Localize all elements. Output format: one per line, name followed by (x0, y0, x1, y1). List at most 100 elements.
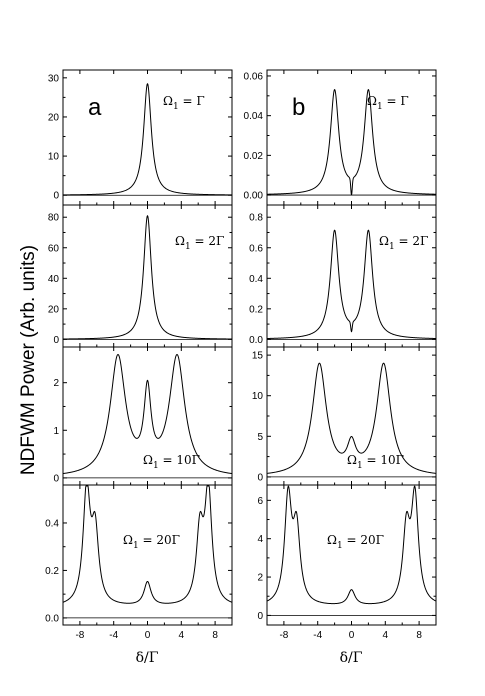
label-symbol: Ω (175, 234, 185, 248)
label-symbol: Ω (327, 533, 337, 547)
panel-a1: 0 10 20 30 a Ω1 = Γ (48, 69, 233, 206)
label-value: = Γ (179, 94, 205, 108)
panel-letter: b (292, 94, 305, 121)
label-subscript: 1 (337, 541, 343, 551)
x-axis-label-b: δ/Γ (340, 650, 363, 666)
label-subscript: 1 (389, 242, 395, 252)
y-tick-label: 30 (48, 73, 60, 84)
label-subscript: 1 (173, 102, 179, 112)
y-tick-label: 0 (257, 472, 263, 483)
x-tick-label: 8 (212, 630, 218, 641)
series-line (266, 485, 437, 605)
x-tick-label: -8 (279, 630, 288, 641)
series-label: Ω1 = Γ (367, 94, 409, 112)
y-tick-label: 0.6 (249, 243, 263, 254)
y-tick-label: 0 (53, 335, 59, 346)
y-tick-label: 0 (53, 191, 59, 202)
label-symbol: Ω (347, 453, 357, 467)
label-subscript: 1 (153, 461, 159, 471)
series-line (62, 485, 233, 604)
y-tick-label: 0.0 (249, 335, 263, 346)
y-tick-label: 0.0 (45, 613, 59, 624)
label-subscript: 1 (357, 461, 363, 471)
panel-frame (266, 69, 437, 206)
y-tick-label: 0.2 (249, 304, 263, 315)
y-tick-label: 5 (257, 432, 263, 443)
series-label: Ω1 = 20Γ (123, 533, 180, 551)
panel-frame (62, 204, 233, 348)
series-label: Ω1 = Γ (163, 94, 205, 112)
y-tick-label: 0.4 (45, 518, 59, 529)
label-symbol: Ω (163, 94, 173, 108)
series-line (62, 83, 233, 196)
y-tick-label: 0 (257, 611, 263, 622)
x-tick-label: -8 (75, 630, 84, 641)
label-subscript: 1 (377, 102, 383, 112)
label-value: = Γ (383, 94, 409, 108)
y-tick-label: 10 (252, 391, 264, 402)
y-tick-label: 0.4 (249, 274, 263, 285)
x-tick-label: -4 (109, 630, 118, 641)
label-symbol: Ω (379, 234, 389, 248)
label-symbol: Ω (123, 533, 133, 547)
x-tick-label: 0 (145, 630, 151, 641)
label-subscript: 1 (185, 242, 191, 252)
panel-b3: 0 5 10 15 Ω1 = 10Γ (252, 346, 437, 486)
y-tick-label: 1 (53, 426, 59, 437)
y-tick-label: 2 (257, 573, 263, 584)
y-tick-label: 4 (257, 534, 263, 545)
x-tick-label: 4 (383, 630, 389, 641)
y-tick-label: 0.00 (244, 191, 264, 202)
panel-b4: 0 2 4 6 -8 -4 0 4 8 Ω1 = 20Γ (257, 484, 437, 641)
series-line (62, 354, 233, 475)
panel-b1: 0.00 0.02 0.04 0.06 b Ω1 = Γ (244, 69, 437, 206)
panel-frame (266, 204, 437, 348)
y-axis-label: NDFWM Power (Arb. units) (18, 245, 39, 475)
series-label: Ω1 = 10Γ (143, 453, 200, 471)
panel-a4: 0.0 0.2 0.4 -8 -4 0 4 8 Ω1 = 20Γ (45, 484, 233, 641)
y-tick-label: 10 (48, 152, 60, 163)
label-value: = 20Γ (139, 533, 180, 547)
x-axis-label-a: δ/Γ (136, 650, 159, 666)
series-line (266, 89, 437, 196)
series-line (266, 362, 437, 474)
y-tick-label: 0.04 (244, 111, 264, 122)
y-tick-label: 15 (252, 351, 264, 362)
label-value: = 2Γ (395, 234, 429, 248)
label-value: = 2Γ (191, 234, 225, 248)
y-tick-label: 0.06 (244, 71, 264, 82)
y-tick-label: 0.8 (249, 213, 263, 224)
y-tick-label: 0 (53, 473, 59, 484)
x-tick-label: 4 (179, 630, 185, 641)
y-tick-label: 2 (53, 378, 59, 389)
label-symbol: Ω (143, 453, 153, 467)
y-tick-label: 20 (48, 112, 60, 123)
panel-frame (266, 484, 437, 626)
label-subscript: 1 (133, 541, 139, 551)
panel-a2: 0 20 40 60 80 Ω1 = 2Γ (48, 204, 233, 348)
label-value: = 10Γ (363, 453, 404, 467)
y-tick-label: 80 (48, 213, 60, 224)
x-tick-label: 0 (349, 630, 355, 641)
y-tick-label: 0.02 (244, 151, 264, 162)
label-value: = 10Γ (159, 453, 200, 467)
panel-letter: a (88, 94, 102, 121)
y-tick-label: 6 (257, 496, 263, 507)
x-tick-label: 8 (416, 630, 422, 641)
series-line (62, 215, 233, 340)
y-tick-label: 20 (48, 304, 60, 315)
series-label: Ω1 = 20Γ (327, 533, 384, 551)
panel-frame (62, 69, 233, 206)
label-value: = 20Γ (343, 533, 384, 547)
y-tick-label: 60 (48, 243, 60, 254)
series-label: Ω1 = 2Γ (175, 234, 224, 252)
series-label: Ω1 = 10Γ (347, 453, 404, 471)
series-label: Ω1 = 2Γ (379, 234, 428, 252)
panel-frame (62, 484, 233, 626)
x-tick-label: -4 (313, 630, 322, 641)
y-tick-label: 40 (48, 274, 60, 285)
label-symbol: Ω (367, 94, 377, 108)
